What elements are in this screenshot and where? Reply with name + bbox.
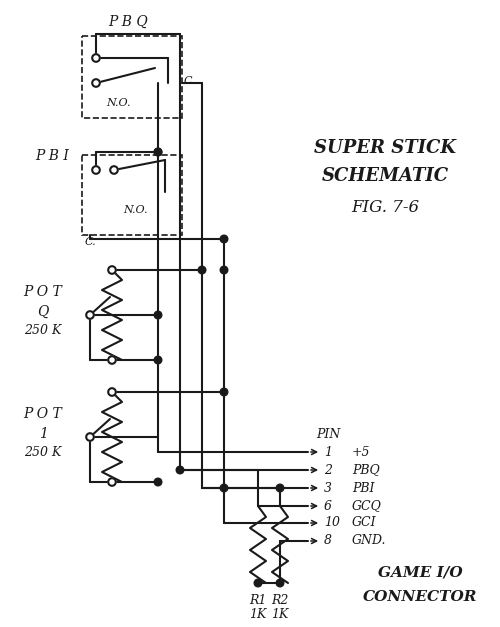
Circle shape bbox=[110, 166, 118, 174]
Text: CONNECTOR: CONNECTOR bbox=[363, 590, 477, 604]
Circle shape bbox=[220, 484, 228, 492]
Text: 10: 10 bbox=[324, 517, 340, 529]
Circle shape bbox=[220, 388, 228, 396]
Text: R1: R1 bbox=[250, 594, 266, 608]
Text: PBI: PBI bbox=[352, 482, 374, 495]
Circle shape bbox=[108, 388, 116, 396]
Circle shape bbox=[86, 433, 94, 441]
Text: R2: R2 bbox=[272, 594, 288, 608]
Text: GCI: GCI bbox=[352, 517, 376, 529]
Circle shape bbox=[176, 466, 184, 474]
Circle shape bbox=[254, 579, 262, 587]
Text: 1K: 1K bbox=[250, 608, 266, 621]
Circle shape bbox=[86, 311, 94, 319]
Text: 3: 3 bbox=[324, 482, 332, 495]
Text: PIN: PIN bbox=[316, 428, 340, 441]
Text: PBQ: PBQ bbox=[352, 463, 380, 477]
Bar bbox=[82, 36, 182, 118]
Text: P O T: P O T bbox=[24, 407, 62, 421]
Text: N.O.: N.O. bbox=[123, 205, 147, 215]
Text: 6: 6 bbox=[324, 500, 332, 512]
Circle shape bbox=[154, 478, 162, 486]
Text: Q: Q bbox=[38, 305, 48, 319]
Text: N.O.: N.O. bbox=[106, 98, 130, 108]
Bar bbox=[82, 155, 182, 235]
Circle shape bbox=[92, 79, 100, 87]
Text: 8: 8 bbox=[324, 534, 332, 547]
Text: GCQ: GCQ bbox=[352, 500, 382, 512]
Circle shape bbox=[276, 579, 284, 587]
Text: P B Q: P B Q bbox=[108, 15, 148, 29]
Text: FIG. 7-6: FIG. 7-6 bbox=[351, 199, 419, 216]
Circle shape bbox=[154, 148, 162, 155]
Circle shape bbox=[108, 478, 116, 486]
Circle shape bbox=[198, 266, 206, 274]
Text: P B I: P B I bbox=[35, 149, 69, 163]
Circle shape bbox=[220, 266, 228, 274]
Circle shape bbox=[154, 148, 162, 155]
Circle shape bbox=[154, 311, 162, 319]
Circle shape bbox=[220, 235, 228, 243]
Circle shape bbox=[92, 54, 100, 62]
Circle shape bbox=[108, 266, 116, 274]
Circle shape bbox=[154, 356, 162, 364]
Text: 250 K: 250 K bbox=[24, 324, 62, 337]
Circle shape bbox=[92, 166, 100, 174]
Text: 1: 1 bbox=[324, 446, 332, 458]
Text: 2: 2 bbox=[324, 463, 332, 477]
Text: +5: +5 bbox=[352, 446, 370, 458]
Text: P O T: P O T bbox=[24, 285, 62, 299]
Text: GND.: GND. bbox=[352, 534, 386, 547]
Text: 1K: 1K bbox=[272, 608, 288, 621]
Text: C.: C. bbox=[84, 237, 96, 247]
Text: 1: 1 bbox=[38, 427, 48, 441]
Text: C.: C. bbox=[184, 76, 196, 86]
Text: SUPER STICK: SUPER STICK bbox=[314, 139, 456, 157]
Circle shape bbox=[276, 484, 284, 492]
Text: 250 K: 250 K bbox=[24, 446, 62, 458]
Circle shape bbox=[108, 356, 116, 364]
Text: GAME I/O: GAME I/O bbox=[378, 565, 462, 579]
Text: SCHEMATIC: SCHEMATIC bbox=[322, 167, 448, 185]
